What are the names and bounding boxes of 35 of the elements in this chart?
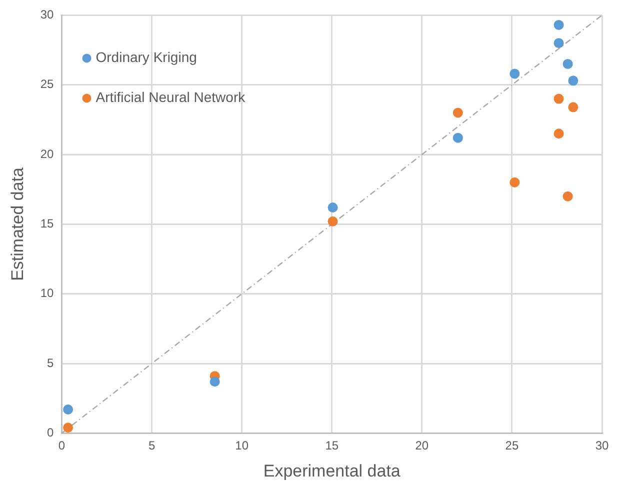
point <box>452 132 463 143</box>
x-tick-label: 0 <box>58 438 66 453</box>
legend-label: Artificial Neural Network <box>96 89 246 106</box>
point <box>63 404 74 415</box>
y-tick-label: 15 <box>40 216 54 231</box>
y-tick-label: 30 <box>40 8 54 22</box>
x-axis-title: Experimental data <box>263 461 401 480</box>
point <box>554 20 564 30</box>
point <box>554 38 564 48</box>
x-tick-label: 15 <box>325 438 339 453</box>
y-tick-label: 0 <box>47 426 54 440</box>
point <box>210 376 220 387</box>
point <box>554 94 564 104</box>
point <box>452 108 463 118</box>
point <box>562 58 573 69</box>
point <box>554 128 564 139</box>
point <box>562 191 573 202</box>
point <box>328 216 338 226</box>
point <box>568 76 578 86</box>
y-tick-label: 20 <box>40 146 54 161</box>
y-tick-label: 5 <box>47 356 54 370</box>
point <box>328 202 338 212</box>
y-tick-label: 25 <box>40 77 54 92</box>
x-tick-label: 5 <box>148 438 156 453</box>
x-tick-label: 10 <box>235 438 249 453</box>
point <box>568 102 578 112</box>
legend-label: Ordinary Kriging <box>96 49 197 66</box>
point <box>63 422 74 433</box>
point <box>510 68 520 79</box>
y-axis-title: Estimated data <box>8 166 27 281</box>
x-tick-label: 20 <box>415 438 429 453</box>
y-tick-label: 10 <box>40 286 54 300</box>
x-tick-label: 30 <box>595 438 609 453</box>
point <box>510 177 520 188</box>
x-tick-label: 25 <box>505 438 519 453</box>
